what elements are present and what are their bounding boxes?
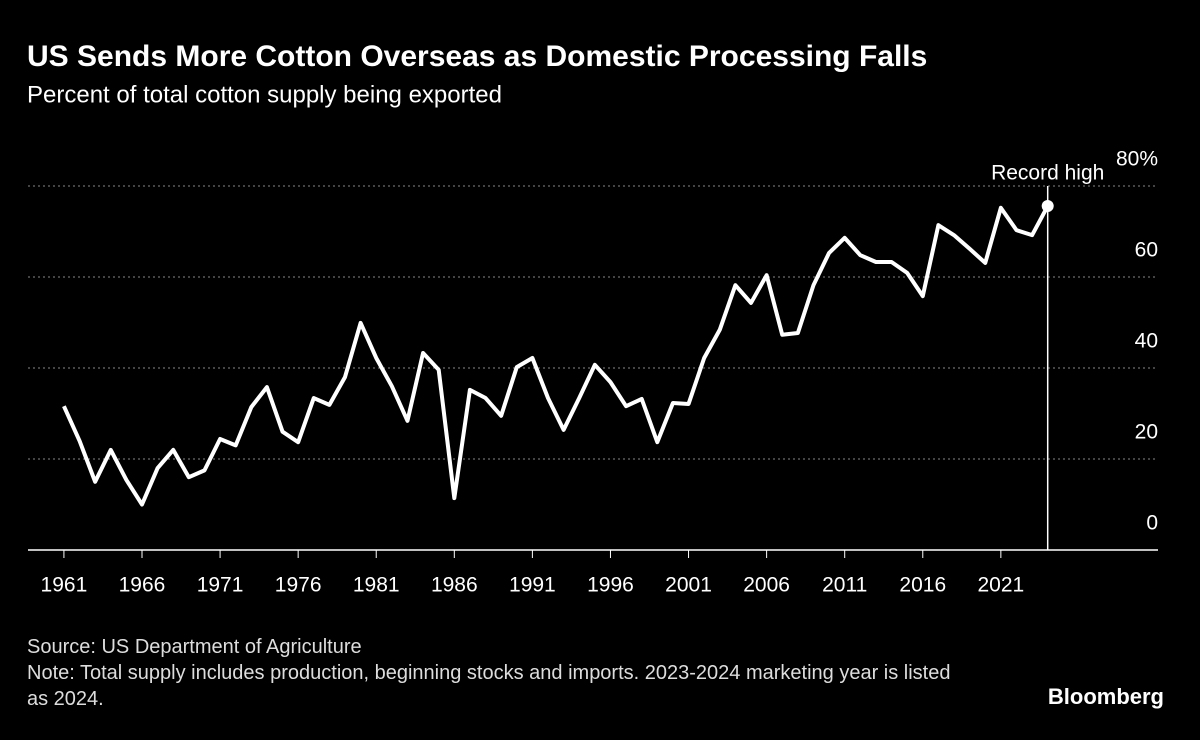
annotation: Record high bbox=[991, 162, 1104, 185]
y-tick-label: 80% bbox=[1116, 148, 1158, 171]
x-tick-label: 1971 bbox=[197, 574, 244, 597]
data-line bbox=[62, 205, 1050, 507]
brand: Bloomberg bbox=[1047, 684, 1164, 709]
chart-subtitle: Percent of total cotton supply being exp… bbox=[27, 81, 502, 108]
x-tick-label: 1981 bbox=[353, 574, 400, 597]
x-tick-label: 2001 bbox=[665, 574, 712, 597]
y-tick-label: 0 bbox=[1146, 512, 1158, 535]
x-tick-label: 1991 bbox=[509, 574, 556, 597]
note: Note: Total supply includes production, … bbox=[27, 662, 951, 710]
x-tick-label: 1976 bbox=[275, 574, 322, 597]
y-tick-label: 20 bbox=[1135, 421, 1158, 444]
record-point bbox=[1041, 200, 1054, 213]
x-tick-label: 2011 bbox=[822, 574, 867, 597]
x-tick-label: 1966 bbox=[119, 574, 166, 597]
y-tick-label: 40 bbox=[1135, 330, 1158, 353]
x-tick-label: 2006 bbox=[743, 574, 790, 597]
x-tick-label: 2021 bbox=[977, 574, 1024, 597]
y-tick-label: 60 bbox=[1135, 239, 1158, 262]
x-tick-label: 1961 bbox=[41, 574, 88, 597]
x-tick-label: 2016 bbox=[899, 574, 946, 597]
chart-title: US Sends More Cotton Overseas as Domesti… bbox=[27, 40, 927, 73]
x-tick-label: 1986 bbox=[431, 574, 478, 597]
source: Source: US Department of Agriculture bbox=[27, 636, 362, 658]
x-tick-label: 1996 bbox=[587, 574, 634, 597]
